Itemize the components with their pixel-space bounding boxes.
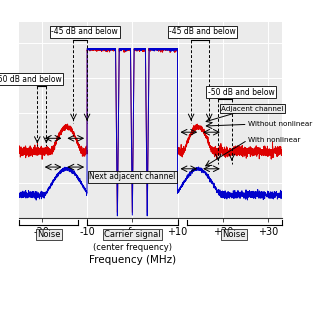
Text: With nonlinear: With nonlinear — [248, 137, 300, 143]
Text: -50 dB and below: -50 dB and below — [207, 88, 274, 97]
Text: Noise: Noise — [222, 230, 246, 239]
Text: -45 dB and below: -45 dB and below — [169, 28, 236, 36]
Text: Noise: Noise — [37, 230, 60, 239]
Text: Frequency (MHz): Frequency (MHz) — [89, 255, 176, 265]
Text: Adjacent channel: Adjacent channel — [221, 106, 284, 112]
Text: Next adjacent channel: Next adjacent channel — [89, 172, 175, 181]
Text: -45 dB and below: -45 dB and below — [52, 28, 118, 36]
Text: Without nonlinear: Without nonlinear — [248, 121, 312, 127]
Text: (center frequency): (center frequency) — [93, 243, 172, 252]
Text: -50 dB and below: -50 dB and below — [0, 75, 62, 84]
Text: Carrier signal: Carrier signal — [104, 230, 161, 239]
